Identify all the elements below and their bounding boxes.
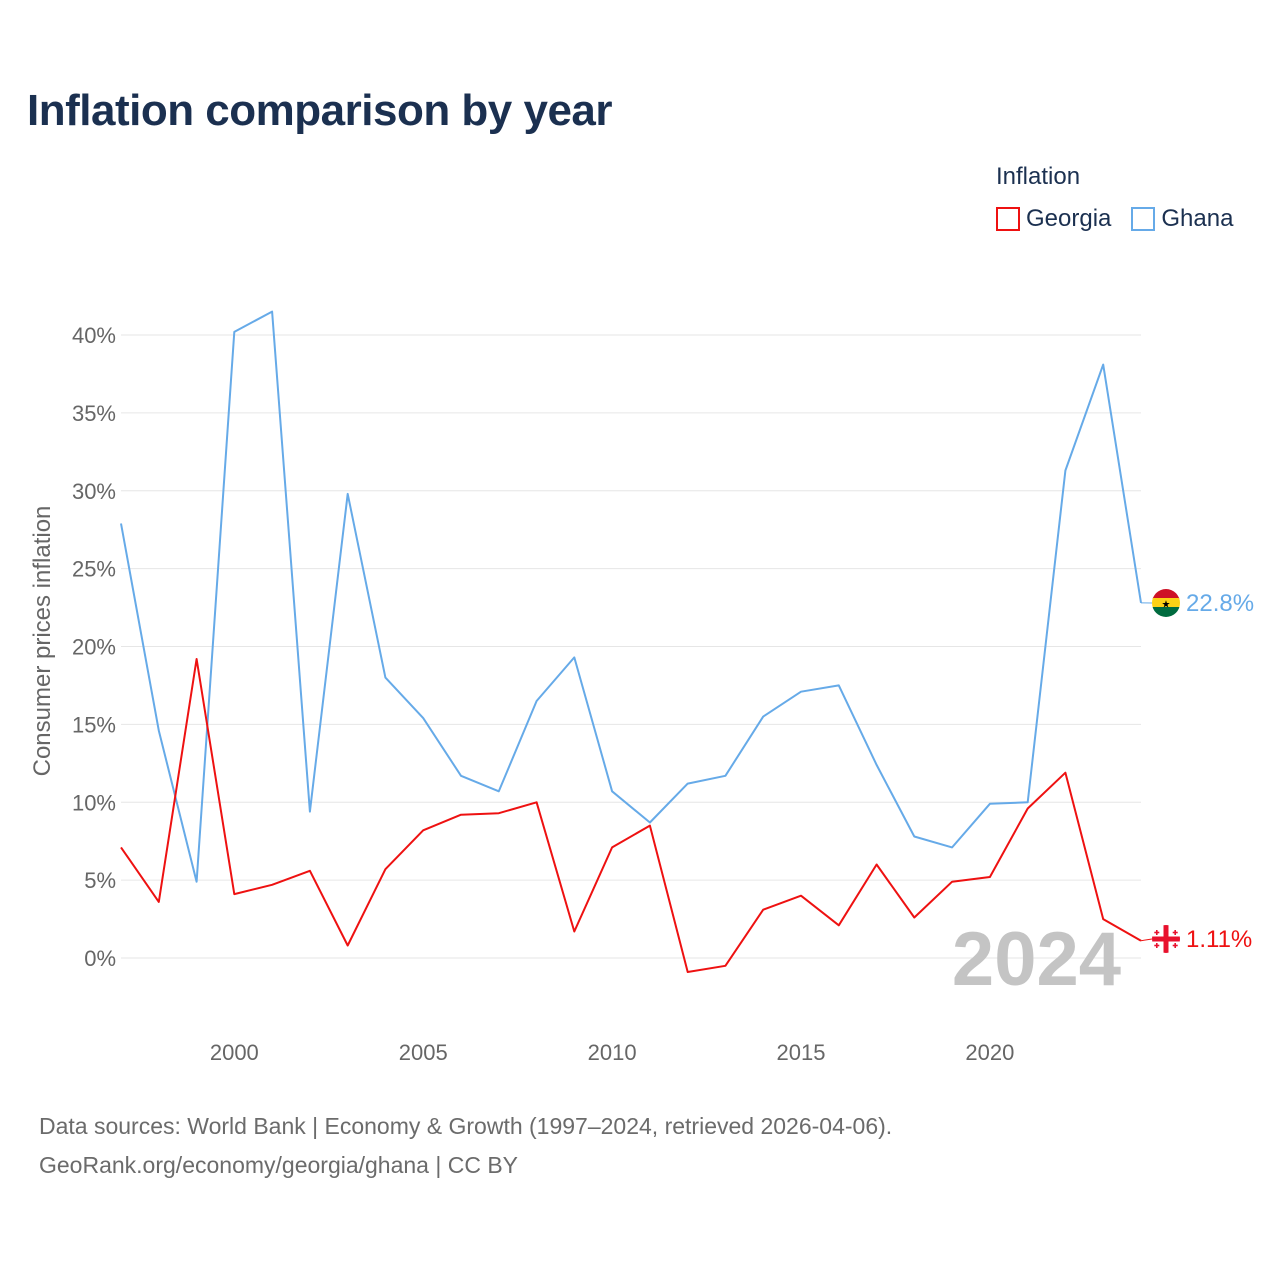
legend-swatch-ghana (1131, 207, 1156, 231)
georgia-flag-icon (1152, 925, 1180, 953)
x-axis-ticks: 2000 2005 2010 2015 2020 (210, 1040, 1015, 1065)
y-tick-label: 10% (72, 790, 116, 815)
y-tick-label: 15% (72, 712, 116, 737)
source-line-1: Data sources: World Bank | Economy & Gro… (39, 1113, 893, 1139)
svg-text:★: ★ (1162, 600, 1171, 611)
y-axis-ticks: 0% 5% 10% 15% 20% 25% 30% 35% 40% (72, 323, 116, 971)
legend-label-georgia: Georgia (1026, 205, 1112, 232)
series-line-ghana (120, 310, 1142, 883)
chart-title: Inflation comparison by year (27, 86, 613, 135)
source-line-2: GeoRank.org/economy/georgia/ghana | CC B… (39, 1152, 519, 1178)
x-tick-label: 2000 (210, 1040, 259, 1065)
x-tick-label: 2020 (965, 1040, 1014, 1065)
x-tick-label: 2015 (777, 1040, 826, 1065)
y-tick-label: 0% (84, 946, 116, 971)
y-tick-label: 25% (72, 557, 116, 582)
source-note: Data sources: World Bank | Economy & Gro… (39, 1107, 892, 1185)
end-connector-georgia (1140, 938, 1153, 942)
y-tick-label: 40% (72, 323, 116, 348)
x-tick-label: 2005 (399, 1040, 448, 1065)
y-tick-label: 5% (84, 868, 116, 893)
y-axis-label: Consumer prices inflation (29, 506, 56, 777)
grid-lines (121, 334, 1141, 959)
series-lines (120, 310, 1153, 973)
legend-label-ghana: Ghana (1161, 205, 1234, 232)
legend-item-ghana[interactable]: Ghana (1131, 205, 1233, 233)
legend-item-georgia[interactable]: Georgia (996, 205, 1111, 233)
ghana-end-label: 22.8% (1186, 590, 1254, 617)
y-tick-label: 35% (72, 401, 116, 426)
legend-title: Inflation (996, 163, 1081, 190)
y-tick-label: 30% (72, 479, 116, 504)
y-tick-label: 20% (72, 635, 116, 660)
year-watermark: 2024 (952, 917, 1121, 1002)
georgia-end-label: 1.11% (1186, 926, 1252, 953)
series-line-georgia (120, 658, 1142, 973)
x-tick-label: 2010 (588, 1040, 637, 1065)
ghana-flag-icon: ★ (1152, 589, 1180, 617)
legend-swatch-georgia (996, 207, 1020, 231)
legend: Georgia Ghana (996, 205, 1233, 233)
